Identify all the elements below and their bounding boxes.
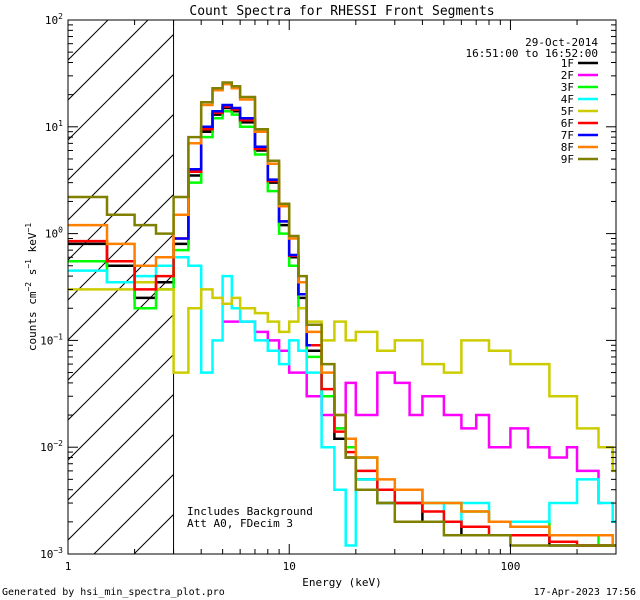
x-tick-label: 10 [283,560,296,573]
series-line-3F [68,109,616,547]
legend-label-3F: 3F [561,81,574,94]
hatch-line [68,20,69,21]
series-line-2F [222,320,603,505]
legend-label-9F: 9F [561,153,574,166]
hatch-line [454,20,640,554]
plot-frame [67,19,617,555]
x-axis-label: Energy (keV) [302,576,381,589]
chart-title: Count Spectra for RHESSI Front Segments [189,4,494,19]
series-line-1F [68,106,616,547]
legend-label-2F: 2F [561,69,574,82]
generated-by-label: Generated by hsi_min_spectra_plot.pro [2,587,225,598]
hatch-line [68,313,174,421]
series-line-5F [68,281,616,473]
time-range-label: 16:51:00 to 16:52:00 [466,47,598,60]
x-tick-label: 1 [65,560,72,573]
series-line-6F [68,105,616,547]
hatch-line [68,20,109,61]
series-line-9F [68,81,616,547]
y-tick-label: 10−1 [40,332,63,347]
hatch-line [68,393,174,501]
y-tick-label: 102 [45,12,63,27]
hatch-line [614,20,640,554]
legend-label-4F: 4F [561,93,574,106]
hatch-line [68,20,149,101]
y-tick-label: 100 [45,226,63,241]
legend-label-7F: 7F [561,129,574,142]
y-tick-label: 10−2 [40,439,63,454]
hatched-region [68,20,640,554]
y-tick-label: 10−3 [40,546,63,561]
date-label: 29-Oct-2014 [525,36,598,49]
hatch-line [68,433,174,541]
legend-label-6F: 6F [561,117,574,130]
series-line-8F [68,83,616,547]
hatch-line [68,153,174,261]
hatch-line [374,20,640,554]
hatch-line [414,20,640,554]
annotation-background: Includes Background [187,505,313,518]
hatch-line [68,33,174,141]
series-line-7F [173,103,311,347]
legend-label-1F: 1F [561,57,574,70]
legend-label-8F: 8F [561,141,574,154]
x-tick-label: 100 [501,560,521,573]
hatch-line [68,233,174,341]
series-line-4F [68,256,616,547]
legend-label-5F: 5F [561,105,574,118]
annotation-attenuator: Att A0, FDecim 3 [187,517,293,530]
y-axis-label: counts cm−2 s−1 keV−1 [24,223,39,351]
hatch-line [68,73,174,181]
generated-time-label: 17-Apr-2023 17:56 [534,587,636,598]
hatch-line [68,273,174,381]
y-tick-label: 101 [45,119,63,134]
hatch-line [214,20,640,554]
hatch-line [68,193,174,301]
